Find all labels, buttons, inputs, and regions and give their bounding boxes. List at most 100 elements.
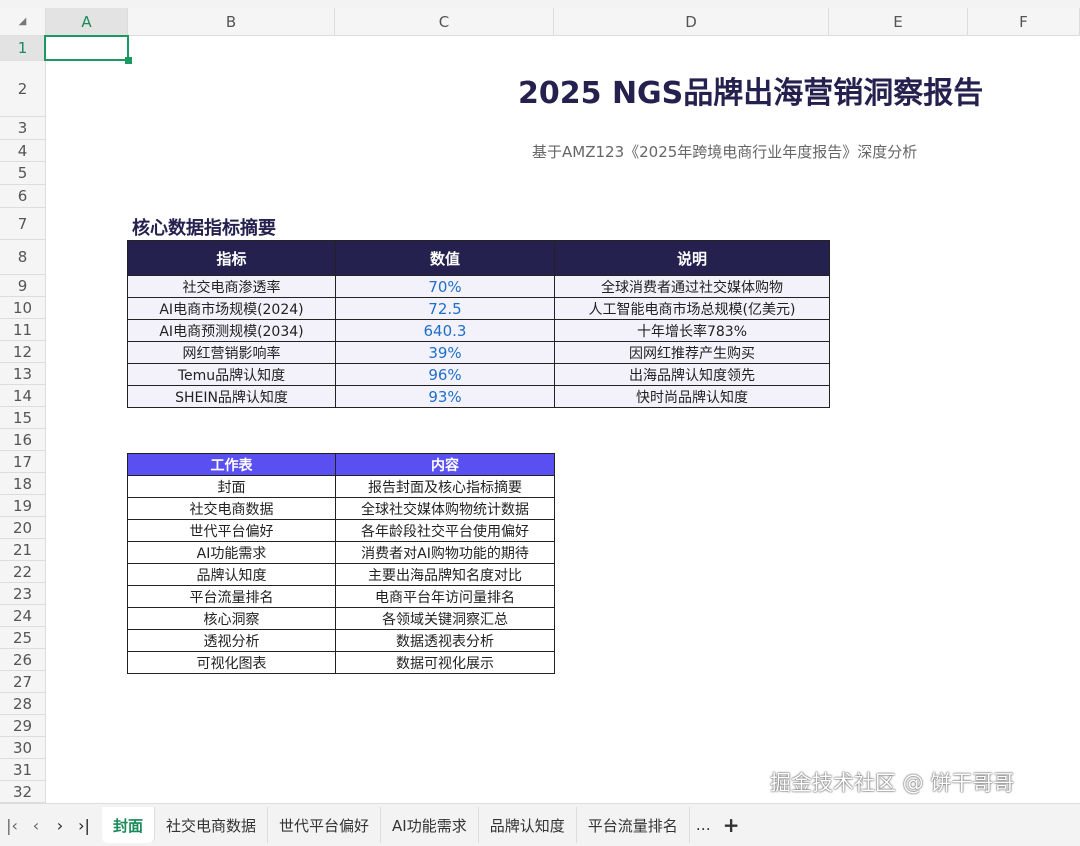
metric-desc[interactable]: 快时尚品牌认知度 xyxy=(554,385,830,408)
sheet-tab-6[interactable]: 平台流量排名 xyxy=(577,807,690,843)
row-header-8[interactable]: 8 xyxy=(0,240,46,275)
sheet-content[interactable]: 电商平台年访问量排名 xyxy=(335,585,555,608)
sheets-row: 封面 报告封面及核心指标摘要 xyxy=(127,475,555,498)
metric-name[interactable]: AI电商预测规模(2034) xyxy=(127,319,336,342)
metric-desc[interactable]: 因网红推荐产生购买 xyxy=(554,341,830,364)
column-header-A[interactable]: A xyxy=(46,8,128,36)
row-header-4[interactable]: 4 xyxy=(0,140,46,162)
row-header-12[interactable]: 12 xyxy=(0,341,46,363)
column-header-B[interactable]: B xyxy=(128,8,335,36)
row-header-25[interactable]: 25 xyxy=(0,627,46,649)
row-header-21[interactable]: 21 xyxy=(0,539,46,561)
metrics-row: SHEIN品牌认知度 93% 快时尚品牌认知度 xyxy=(127,385,830,408)
sheet-content[interactable]: 消费者对AI购物功能的期待 xyxy=(335,541,555,564)
header-value: 数值 xyxy=(335,240,555,276)
last-sheet-icon[interactable]: ›| xyxy=(78,815,90,835)
more-sheets-button[interactable]: … xyxy=(695,816,711,834)
sheet-tab-3[interactable]: 世代平台偏好 xyxy=(268,807,382,843)
metric-value[interactable]: 39% xyxy=(335,341,555,364)
column-header-C[interactable]: C xyxy=(335,8,554,36)
sheet-content[interactable]: 报告封面及核心指标摘要 xyxy=(335,475,555,498)
select-all-corner[interactable]: ◢ xyxy=(0,8,46,36)
header-content: 内容 xyxy=(335,453,555,476)
metric-value[interactable]: 640.3 xyxy=(335,319,555,342)
sheet-tab-5[interactable]: 品牌认知度 xyxy=(479,807,577,843)
sheet-name[interactable]: 品牌认知度 xyxy=(127,563,336,586)
sheet-content[interactable]: 主要出海品牌知名度对比 xyxy=(335,563,555,586)
metric-name[interactable]: AI电商市场规模(2024) xyxy=(127,297,336,320)
row-header-26[interactable]: 26 xyxy=(0,649,46,671)
sheet-name[interactable]: 核心洞察 xyxy=(127,607,336,630)
section-title: 核心数据指标摘要 xyxy=(132,218,276,239)
row-header-6[interactable]: 6 xyxy=(0,185,46,208)
add-sheet-button[interactable]: + xyxy=(722,813,740,837)
row-header-5[interactable]: 5 xyxy=(0,162,46,185)
metric-name[interactable]: Temu品牌认知度 xyxy=(127,363,336,386)
metric-name[interactable]: SHEIN品牌认知度 xyxy=(127,385,336,408)
header-desc: 说明 xyxy=(554,240,830,276)
column-header-E[interactable]: E xyxy=(829,8,968,36)
sheets-row: AI功能需求 消费者对AI购物功能的期待 xyxy=(127,541,555,564)
row-header-20[interactable]: 20 xyxy=(0,517,46,539)
metric-desc[interactable]: 出海品牌认知度领先 xyxy=(554,363,830,386)
sheet-name[interactable]: 社交电商数据 xyxy=(127,497,336,520)
sheet-name[interactable]: AI功能需求 xyxy=(127,541,336,564)
row-header-2[interactable]: 2 xyxy=(0,61,46,117)
row-header-31[interactable]: 31 xyxy=(0,759,46,781)
sheets-row: 世代平台偏好 各年龄段社交平台使用偏好 xyxy=(127,519,555,542)
sheet-name[interactable]: 封面 xyxy=(127,475,336,498)
row-header-18[interactable]: 18 xyxy=(0,473,46,495)
sheet-tab-4[interactable]: AI功能需求 xyxy=(381,807,479,843)
metric-desc[interactable]: 全球消费者通过社交媒体购物 xyxy=(554,275,830,298)
fill-handle[interactable] xyxy=(125,57,132,64)
row-header-29[interactable]: 29 xyxy=(0,715,46,737)
sheet-name[interactable]: 平台流量排名 xyxy=(127,585,336,608)
metric-name[interactable]: 网红营销影响率 xyxy=(127,341,336,364)
sheet-tab-2[interactable]: 社交电商数据 xyxy=(155,807,269,843)
metric-value[interactable]: 72.5 xyxy=(335,297,555,320)
metric-value[interactable]: 96% xyxy=(335,363,555,386)
row-header-13[interactable]: 13 xyxy=(0,363,46,385)
row-header-22[interactable]: 22 xyxy=(0,561,46,583)
row-header-27[interactable]: 27 xyxy=(0,671,46,693)
column-header-D[interactable]: D xyxy=(554,8,829,36)
metric-value[interactable]: 70% xyxy=(335,275,555,298)
sheets-row: 品牌认知度 主要出海品牌知名度对比 xyxy=(127,563,555,586)
sheet-name[interactable]: 世代平台偏好 xyxy=(127,519,336,542)
sheet-content[interactable]: 全球社交媒体购物统计数据 xyxy=(335,497,555,520)
metric-name[interactable]: 社交电商渗透率 xyxy=(127,275,336,298)
sheet-content[interactable]: 各领域关键洞察汇总 xyxy=(335,607,555,630)
prev-sheet-icon[interactable]: ‹ xyxy=(32,815,40,835)
row-header-3[interactable]: 3 xyxy=(0,117,46,140)
row-header-7[interactable]: 7 xyxy=(0,208,46,240)
sheet-content[interactable]: 数据透视表分析 xyxy=(335,629,555,652)
sheet-name[interactable]: 透视分析 xyxy=(127,629,336,652)
header-metric: 指标 xyxy=(127,240,336,276)
sheet-content[interactable]: 数据可视化展示 xyxy=(335,651,555,674)
sheet-tab-1[interactable]: 封面 xyxy=(102,807,156,843)
row-header-30[interactable]: 30 xyxy=(0,737,46,759)
row-header-19[interactable]: 19 xyxy=(0,495,46,517)
next-sheet-icon[interactable]: › xyxy=(56,815,64,835)
metric-desc[interactable]: 人工智能电商市场总规模(亿美元) xyxy=(554,297,830,320)
row-header-24[interactable]: 24 xyxy=(0,605,46,627)
sheet-name[interactable]: 可视化图表 xyxy=(127,651,336,674)
column-header-F[interactable]: F xyxy=(968,8,1080,36)
row-header-23[interactable]: 23 xyxy=(0,583,46,605)
sheet-content[interactable]: 各年龄段社交平台使用偏好 xyxy=(335,519,555,542)
row-header-15[interactable]: 15 xyxy=(0,407,46,429)
row-header-28[interactable]: 28 xyxy=(0,693,46,715)
row-header-17[interactable]: 17 xyxy=(0,451,46,473)
selected-cell-a1[interactable] xyxy=(44,35,129,61)
row-header-32[interactable]: 32 xyxy=(0,781,46,803)
top-strip xyxy=(0,0,1080,8)
row-header-1[interactable]: 1 xyxy=(0,36,46,61)
row-header-14[interactable]: 14 xyxy=(0,385,46,407)
first-sheet-icon[interactable]: |‹ xyxy=(6,815,18,835)
row-header-9[interactable]: 9 xyxy=(0,275,46,297)
metric-value[interactable]: 93% xyxy=(335,385,555,408)
row-header-11[interactable]: 11 xyxy=(0,319,46,341)
row-header-16[interactable]: 16 xyxy=(0,429,46,451)
metric-desc[interactable]: 十年增长率783% xyxy=(554,319,830,342)
row-header-10[interactable]: 10 xyxy=(0,297,46,319)
